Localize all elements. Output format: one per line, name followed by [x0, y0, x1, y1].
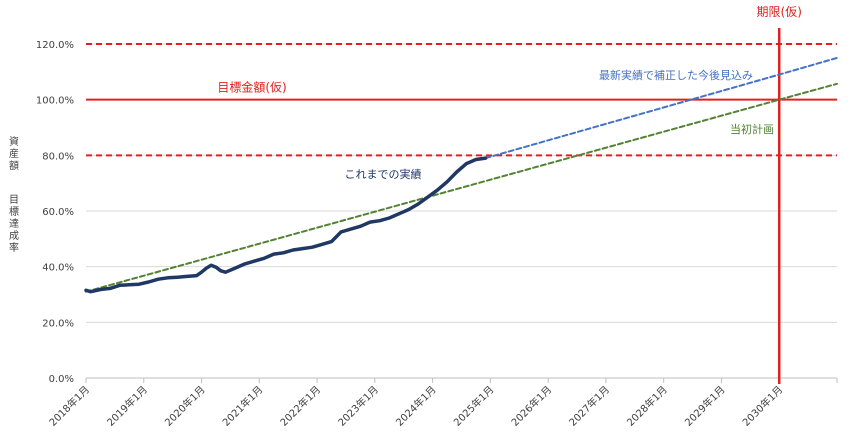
series-label-actual: これまでの実績: [345, 167, 422, 181]
series-line-1: [484, 56, 838, 160]
y-axis-title-char: 資: [9, 136, 19, 148]
x-tick-label: 2028年1月: [624, 383, 670, 429]
x-tick-label: 2019年1月: [104, 383, 150, 429]
y-axis-title-asset: 資産額: [9, 136, 19, 172]
x-tick-label: 2026年1月: [508, 383, 554, 429]
y-tick-label: 0.0%: [49, 374, 74, 385]
x-tick-label: 2025年1月: [451, 383, 497, 429]
x-tick-label: 2029年1月: [682, 383, 728, 429]
x-tick-label: 2030年1月: [740, 383, 786, 429]
axes: 0.0% 20.0% 40.0% 60.0% 80.0% 100.0% 120.0% 2018…: [9, 40, 838, 429]
y-tick-label: 80.0%: [42, 151, 74, 162]
y-tick-label: 60.0%: [42, 207, 74, 218]
gridlines: [86, 43, 837, 323]
target-amount-label: 目標金額(仮): [217, 80, 286, 95]
x-tick-label: 2020年1月: [162, 383, 208, 429]
reference-lines: [86, 28, 837, 384]
y-axis-title-char: 率: [9, 241, 19, 254]
series-line-2: [85, 82, 838, 293]
x-tick-label: 2023年1月: [335, 383, 381, 429]
x-tick-label: 2024年1月: [393, 383, 439, 429]
y-axis-title-char: 額: [9, 159, 19, 172]
x-tick-label: 2022年1月: [277, 383, 323, 429]
y-axis-title-char: 目: [9, 195, 19, 206]
y-axis-title-char: 達: [9, 218, 19, 230]
y-tick-label: 20.0%: [42, 318, 74, 329]
y-axis-title-char: 産: [9, 147, 19, 160]
series-label-forecast: 最新実績で補正した今後見込み: [599, 68, 753, 82]
y-tick-label: 40.0%: [42, 263, 74, 274]
x-tick-label: 2018年1月: [46, 383, 92, 429]
y-axis-title-char: 成: [9, 230, 19, 242]
x-tick-label: 2021年1月: [220, 383, 266, 429]
series-line-0: [84, 156, 488, 294]
y-tick-label: 120.0%: [36, 40, 74, 51]
deadline-label: 期限(仮): [757, 5, 802, 19]
x-tick-label: 2027年1月: [566, 383, 612, 429]
y-tick-label: 100.0%: [36, 96, 74, 107]
y-axis-title-char: 標: [9, 205, 19, 218]
series: [84, 56, 838, 294]
series-label-plan: 当初計画: [730, 122, 774, 136]
